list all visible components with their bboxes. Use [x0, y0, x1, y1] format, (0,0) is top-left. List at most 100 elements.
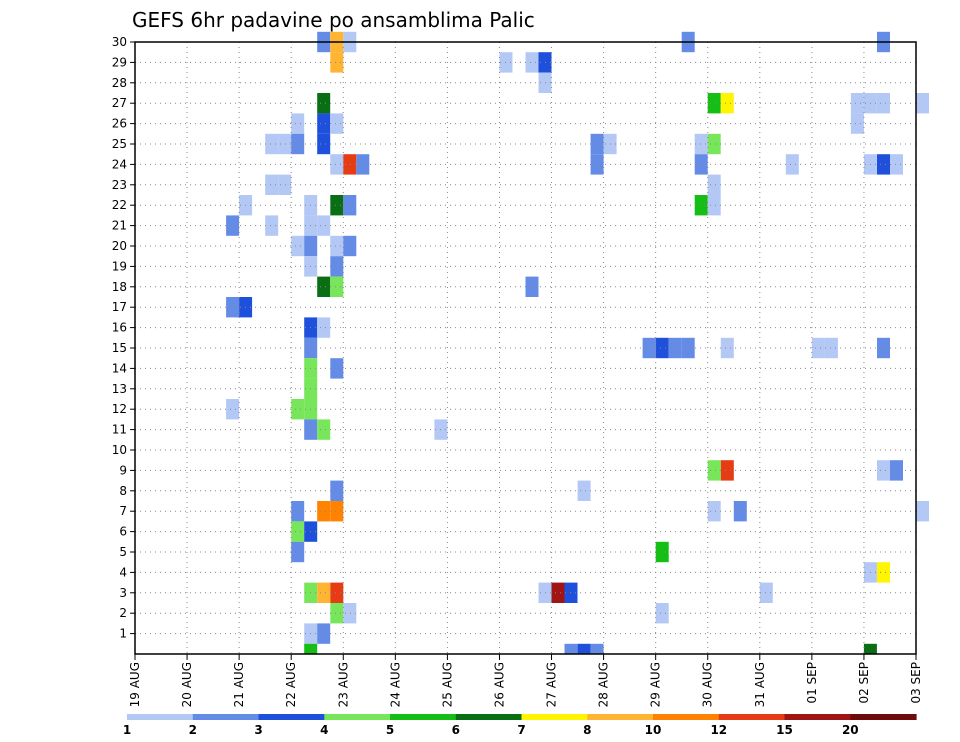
heatmap-cell [343, 235, 357, 257]
x-tick-label: 28 AUG [597, 662, 611, 707]
heatmap-cell [707, 195, 721, 216]
colorbar-swatch [258, 714, 325, 720]
heatmap-cell [330, 582, 344, 603]
heatmap-cell [278, 174, 292, 195]
heatmap-cell [564, 643, 578, 654]
heatmap-cell [655, 337, 669, 359]
heatmap-cell [590, 643, 604, 654]
y-tick-label: 26 [112, 117, 127, 131]
heatmap-cell [916, 93, 929, 114]
heatmap-cell [916, 501, 929, 522]
y-tick-label: 21 [112, 219, 127, 233]
heatmap-cell [551, 582, 565, 603]
heatmap-cell [850, 93, 864, 114]
heatmap-cell [590, 133, 604, 155]
heatmap-cell [330, 52, 344, 73]
colorbar-label: 7 [517, 723, 525, 737]
y-tick-label: 22 [112, 198, 127, 212]
heatmap-cell [707, 174, 721, 195]
y-tick-label: 20 [112, 239, 127, 253]
colorbar-swatch [718, 714, 786, 720]
heatmap-cell [291, 501, 305, 522]
heatmap-cell [850, 113, 864, 134]
heatmap-cell [343, 603, 357, 624]
heatmap-cell [681, 337, 695, 359]
x-tick-label: 24 AUG [388, 662, 402, 707]
heatmap-cell [291, 113, 305, 134]
y-tick-label: 11 [112, 423, 127, 437]
y-tick-label: 2 [119, 606, 127, 620]
heatmap-cell [577, 643, 591, 654]
heatmap-cell [265, 133, 279, 155]
heatmap-cell [291, 235, 305, 257]
heatmap-cell [317, 215, 331, 236]
grid-lines [135, 41, 916, 654]
heatmap-cell [890, 460, 903, 481]
y-tick-label: 14 [112, 361, 127, 375]
heatmap-cell [759, 582, 773, 603]
x-axis: 19 AUG 20 AUG 21 AUG 22 AUG 23 AUG 24 AUG 25 A… [128, 654, 923, 707]
y-tick-label: 17 [112, 300, 127, 314]
x-tick-label: 27 AUG [545, 662, 559, 707]
x-tick-label: 19 AUG [128, 662, 142, 707]
heatmap-cell [525, 52, 539, 73]
heatmap-cell [330, 276, 344, 297]
heatmap-cell [330, 358, 344, 379]
colorbar-swatch [521, 714, 588, 720]
plot-frame [134, 41, 917, 655]
heatmap-cell [694, 133, 708, 155]
heatmap-cell [655, 541, 669, 563]
heatmap-cell [356, 154, 370, 175]
heatmap-cell [720, 460, 734, 481]
heatmap-cell [226, 215, 240, 236]
heatmap-cell [265, 174, 279, 195]
heatmap-cell [877, 93, 890, 114]
colorbar-swatch [127, 714, 194, 720]
y-tick-label: 16 [112, 321, 127, 335]
heatmap-cell [226, 297, 240, 318]
heatmap-cell [317, 501, 331, 522]
heatmap-cell [317, 582, 331, 603]
y-tick-label: 28 [112, 76, 127, 90]
heatmap-cell [707, 460, 721, 481]
colorbar-label: 12 [710, 723, 727, 737]
heatmap-cell [317, 133, 331, 155]
heatmap-cell [642, 337, 656, 359]
colorbar-label: 10 [645, 723, 662, 737]
x-tick-label: 23 AUG [336, 662, 350, 707]
y-tick-label: 27 [112, 96, 127, 110]
colorbar-swatch [324, 714, 391, 720]
y-tick-label: 30 [112, 35, 127, 49]
heatmap-cell [720, 93, 734, 114]
heatmap-cell [811, 337, 825, 359]
heatmap-cell [525, 276, 539, 297]
y-tick-label: 7 [119, 504, 127, 518]
heatmap-cell [343, 195, 357, 216]
heatmap-cell [317, 276, 331, 297]
x-tick-label: 29 AUG [649, 662, 663, 707]
colorbar-label: 20 [842, 723, 859, 737]
y-tick-label: 24 [112, 157, 127, 171]
x-tick-label: 31 AUG [753, 662, 767, 707]
x-tick-label: 03 SEP [909, 662, 923, 704]
y-tick-label: 10 [112, 443, 127, 457]
heatmap-cell [863, 643, 877, 654]
chart-title: GEFS 6hr padavine po ansamblima Palic [132, 8, 535, 32]
y-tick-label: 19 [112, 259, 127, 273]
colorbar-swatch [850, 714, 917, 720]
heatmap-cell [330, 256, 344, 277]
y-tick-label: 18 [112, 280, 127, 294]
heatmap-cell [330, 154, 344, 175]
x-tick-label: 30 AUG [701, 662, 715, 707]
y-tick-label: 6 [119, 525, 127, 539]
heatmap-cell [317, 419, 331, 440]
y-tick-label: 9 [119, 463, 127, 477]
heatmap-cell [694, 154, 708, 175]
colorbar-swatch [587, 714, 654, 720]
colorbar-label: 5 [386, 723, 394, 737]
heatmap-cells [226, 31, 929, 654]
x-tick-label: 25 AUG [440, 662, 454, 707]
y-tick-label: 13 [112, 382, 127, 396]
colorbar-label: 1 [123, 723, 131, 737]
colorbar-swatch [653, 714, 720, 720]
